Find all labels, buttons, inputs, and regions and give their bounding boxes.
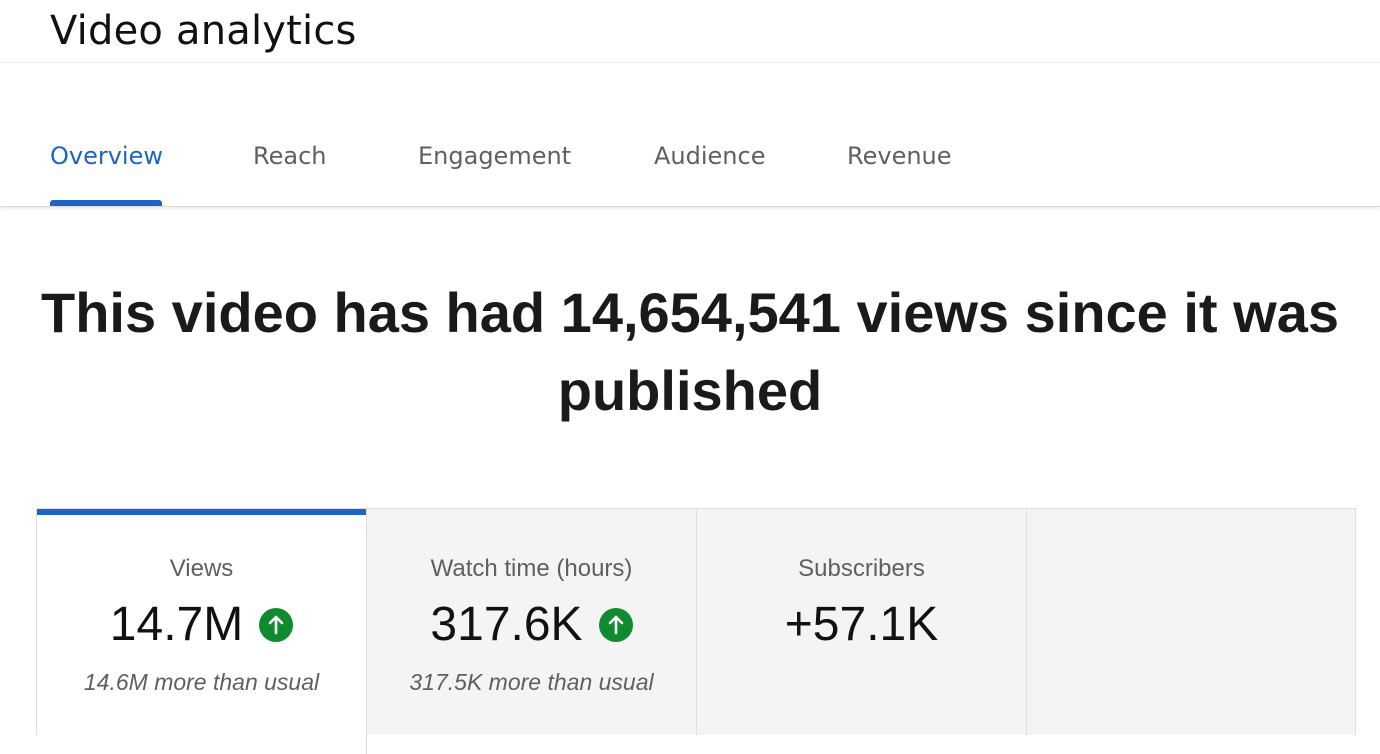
metric-card-empty: [1027, 509, 1355, 735]
metric-value-row: 317.6K: [367, 597, 696, 652]
metric-comparison: 317.5K more than usual: [409, 669, 654, 695]
tab-reach[interactable]: Reach: [253, 142, 327, 170]
metric-card-views[interactable]: Views 14.7M 14.6M more than usual: [37, 509, 367, 754]
tab-revenue[interactable]: Revenue: [847, 142, 952, 170]
title-divider: [0, 62, 1380, 63]
active-tab-indicator: [50, 200, 162, 206]
metric-value: +57.1K: [784, 598, 939, 651]
tab-bar: Overview Reach Engagement Audience Reven…: [0, 120, 1380, 207]
metric-card-watch-time[interactable]: Watch time (hours) 317.6K 317.5K more th…: [367, 509, 697, 735]
tab-overview[interactable]: Overview: [50, 142, 163, 170]
metric-value-row: +57.1K: [697, 597, 1026, 652]
arrow-up-circle-icon: [259, 607, 294, 642]
metric-value: 14.7M: [109, 598, 244, 651]
metric-value-row: 14.7M: [37, 597, 366, 652]
selected-card-indicator: [37, 509, 366, 515]
page-title: Video analytics: [50, 8, 357, 54]
metric-value: 317.6K: [430, 598, 583, 651]
metric-card-subscribers[interactable]: Subscribers +57.1K: [697, 509, 1027, 735]
tab-audience[interactable]: Audience: [654, 142, 766, 170]
metric-comparison: 14.6M more than usual: [83, 669, 320, 695]
arrow-up-circle-icon: [598, 607, 633, 642]
metric-label: Views: [169, 555, 234, 582]
metric-cards: Views 14.7M 14.6M more than usual Watch …: [36, 508, 1356, 754]
metric-label: Watch time (hours): [430, 555, 633, 582]
tab-engagement[interactable]: Engagement: [418, 142, 572, 170]
views-headline: This video has had 14,654,541 views sinc…: [41, 281, 1339, 422]
metric-label: Subscribers: [798, 555, 925, 582]
